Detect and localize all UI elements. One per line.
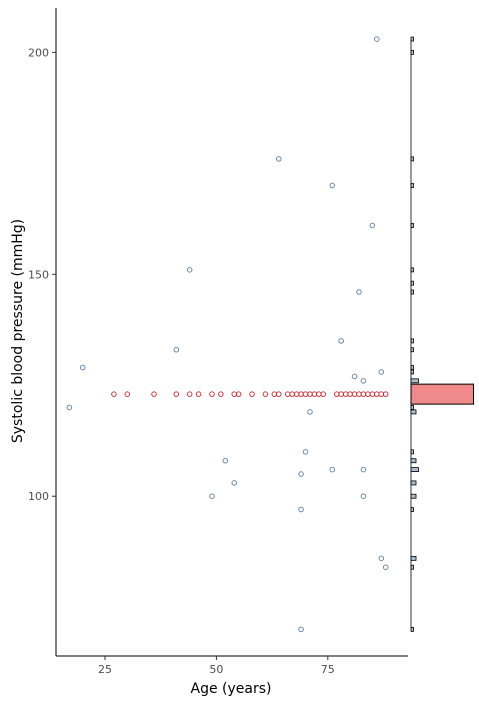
point-imputed bbox=[360, 391, 367, 397]
histogram-bar-observed bbox=[410, 338, 414, 344]
point-imputed bbox=[369, 391, 376, 397]
point-imputed bbox=[365, 391, 371, 397]
histogram-bar-observed bbox=[410, 223, 414, 228]
scatter-points bbox=[66, 36, 389, 633]
point-observed bbox=[338, 338, 344, 344]
histogram-bar-observed bbox=[410, 564, 414, 570]
point-imputed bbox=[276, 391, 282, 397]
point-observed bbox=[307, 409, 313, 415]
y-tick-label: 200 bbox=[28, 46, 49, 59]
histogram-bar-observed bbox=[410, 347, 414, 353]
histogram-bar-observed bbox=[410, 378, 419, 384]
point-imputed bbox=[298, 391, 304, 397]
histogram-bar-imputed bbox=[410, 383, 474, 405]
point-imputed bbox=[320, 391, 327, 397]
histogram-bar-observed bbox=[410, 493, 417, 499]
point-imputed bbox=[316, 391, 322, 397]
histogram-bar-observed bbox=[410, 409, 417, 415]
point-imputed bbox=[302, 391, 309, 397]
point-imputed bbox=[231, 391, 237, 397]
point-observed bbox=[173, 347, 180, 353]
point-imputed bbox=[338, 391, 344, 397]
point-imputed bbox=[284, 391, 291, 397]
point-imputed bbox=[351, 391, 358, 397]
histogram-bar-observed bbox=[410, 36, 414, 42]
point-imputed bbox=[271, 391, 278, 397]
point-observed bbox=[209, 493, 215, 499]
histogram-bar-observed bbox=[410, 458, 417, 464]
x-tick-label: 75 bbox=[321, 663, 335, 676]
point-observed bbox=[369, 222, 376, 229]
histogram-bar-observed bbox=[410, 369, 414, 375]
y-tick-label: 100 bbox=[28, 490, 49, 503]
point-imputed bbox=[249, 391, 255, 397]
point-observed bbox=[378, 555, 385, 562]
point-imputed bbox=[378, 391, 385, 397]
histogram-bar-observed bbox=[410, 405, 414, 410]
point-observed bbox=[79, 364, 86, 371]
point-observed bbox=[360, 378, 367, 384]
point-imputed bbox=[374, 391, 380, 397]
y-axis-title: Systolic blood pressure (mmHg) bbox=[10, 219, 26, 443]
point-observed bbox=[276, 156, 282, 162]
histogram-bar-observed bbox=[410, 49, 414, 55]
histogram-bar-observed bbox=[410, 280, 414, 286]
point-imputed bbox=[209, 391, 215, 397]
point-observed bbox=[356, 289, 362, 295]
x-tick-label: 25 bbox=[98, 663, 112, 676]
histogram-bar-observed bbox=[410, 626, 414, 632]
point-observed bbox=[298, 626, 304, 633]
histogram-bar-observed bbox=[410, 289, 414, 295]
point-imputed bbox=[311, 391, 318, 397]
histogram-bar-observed bbox=[410, 449, 414, 455]
x-tick-label: 50 bbox=[209, 663, 223, 676]
histogram-bar-observed bbox=[410, 480, 417, 486]
point-imputed bbox=[218, 391, 224, 397]
point-observed bbox=[382, 564, 389, 570]
point-observed bbox=[298, 471, 304, 477]
point-observed bbox=[298, 506, 304, 513]
point-imputed bbox=[342, 391, 349, 397]
point-imputed bbox=[124, 391, 131, 397]
point-observed bbox=[222, 457, 229, 464]
point-imputed bbox=[382, 391, 389, 397]
point-observed bbox=[66, 404, 73, 411]
point-imputed bbox=[293, 391, 300, 397]
point-observed bbox=[360, 466, 367, 473]
point-imputed bbox=[356, 391, 362, 397]
histogram-bar-observed bbox=[410, 156, 414, 162]
point-observed bbox=[329, 182, 336, 189]
point-observed bbox=[186, 267, 193, 273]
histogram-bar-observed bbox=[410, 183, 414, 188]
point-imputed bbox=[347, 391, 353, 397]
point-imputed bbox=[235, 391, 242, 397]
point-imputed bbox=[186, 391, 193, 397]
point-imputed bbox=[333, 391, 340, 397]
point-observed bbox=[374, 36, 380, 42]
point-imputed bbox=[195, 391, 202, 397]
point-imputed bbox=[173, 391, 180, 397]
histogram-bar-observed bbox=[410, 267, 414, 273]
point-observed bbox=[329, 466, 336, 473]
point-imputed bbox=[151, 391, 157, 397]
y-tick-label: 150 bbox=[28, 268, 49, 281]
point-observed bbox=[378, 369, 385, 375]
point-observed bbox=[351, 373, 358, 380]
point-observed bbox=[360, 493, 367, 499]
point-imputed bbox=[111, 391, 117, 397]
point-imputed bbox=[262, 391, 269, 397]
point-observed bbox=[302, 449, 309, 455]
point-imputed bbox=[289, 391, 295, 397]
marginal-histogram bbox=[410, 36, 474, 632]
histogram-bar-observed bbox=[410, 555, 417, 561]
axis-ticks: 25 50 75 100 150 200 bbox=[28, 46, 335, 676]
x-axis-title: Age (years) bbox=[191, 681, 272, 697]
point-observed bbox=[231, 480, 237, 486]
histogram-bar-observed bbox=[410, 467, 419, 472]
point-imputed bbox=[307, 391, 313, 397]
histogram-bar-observed bbox=[410, 365, 414, 370]
histogram-bar-observed bbox=[410, 507, 414, 512]
